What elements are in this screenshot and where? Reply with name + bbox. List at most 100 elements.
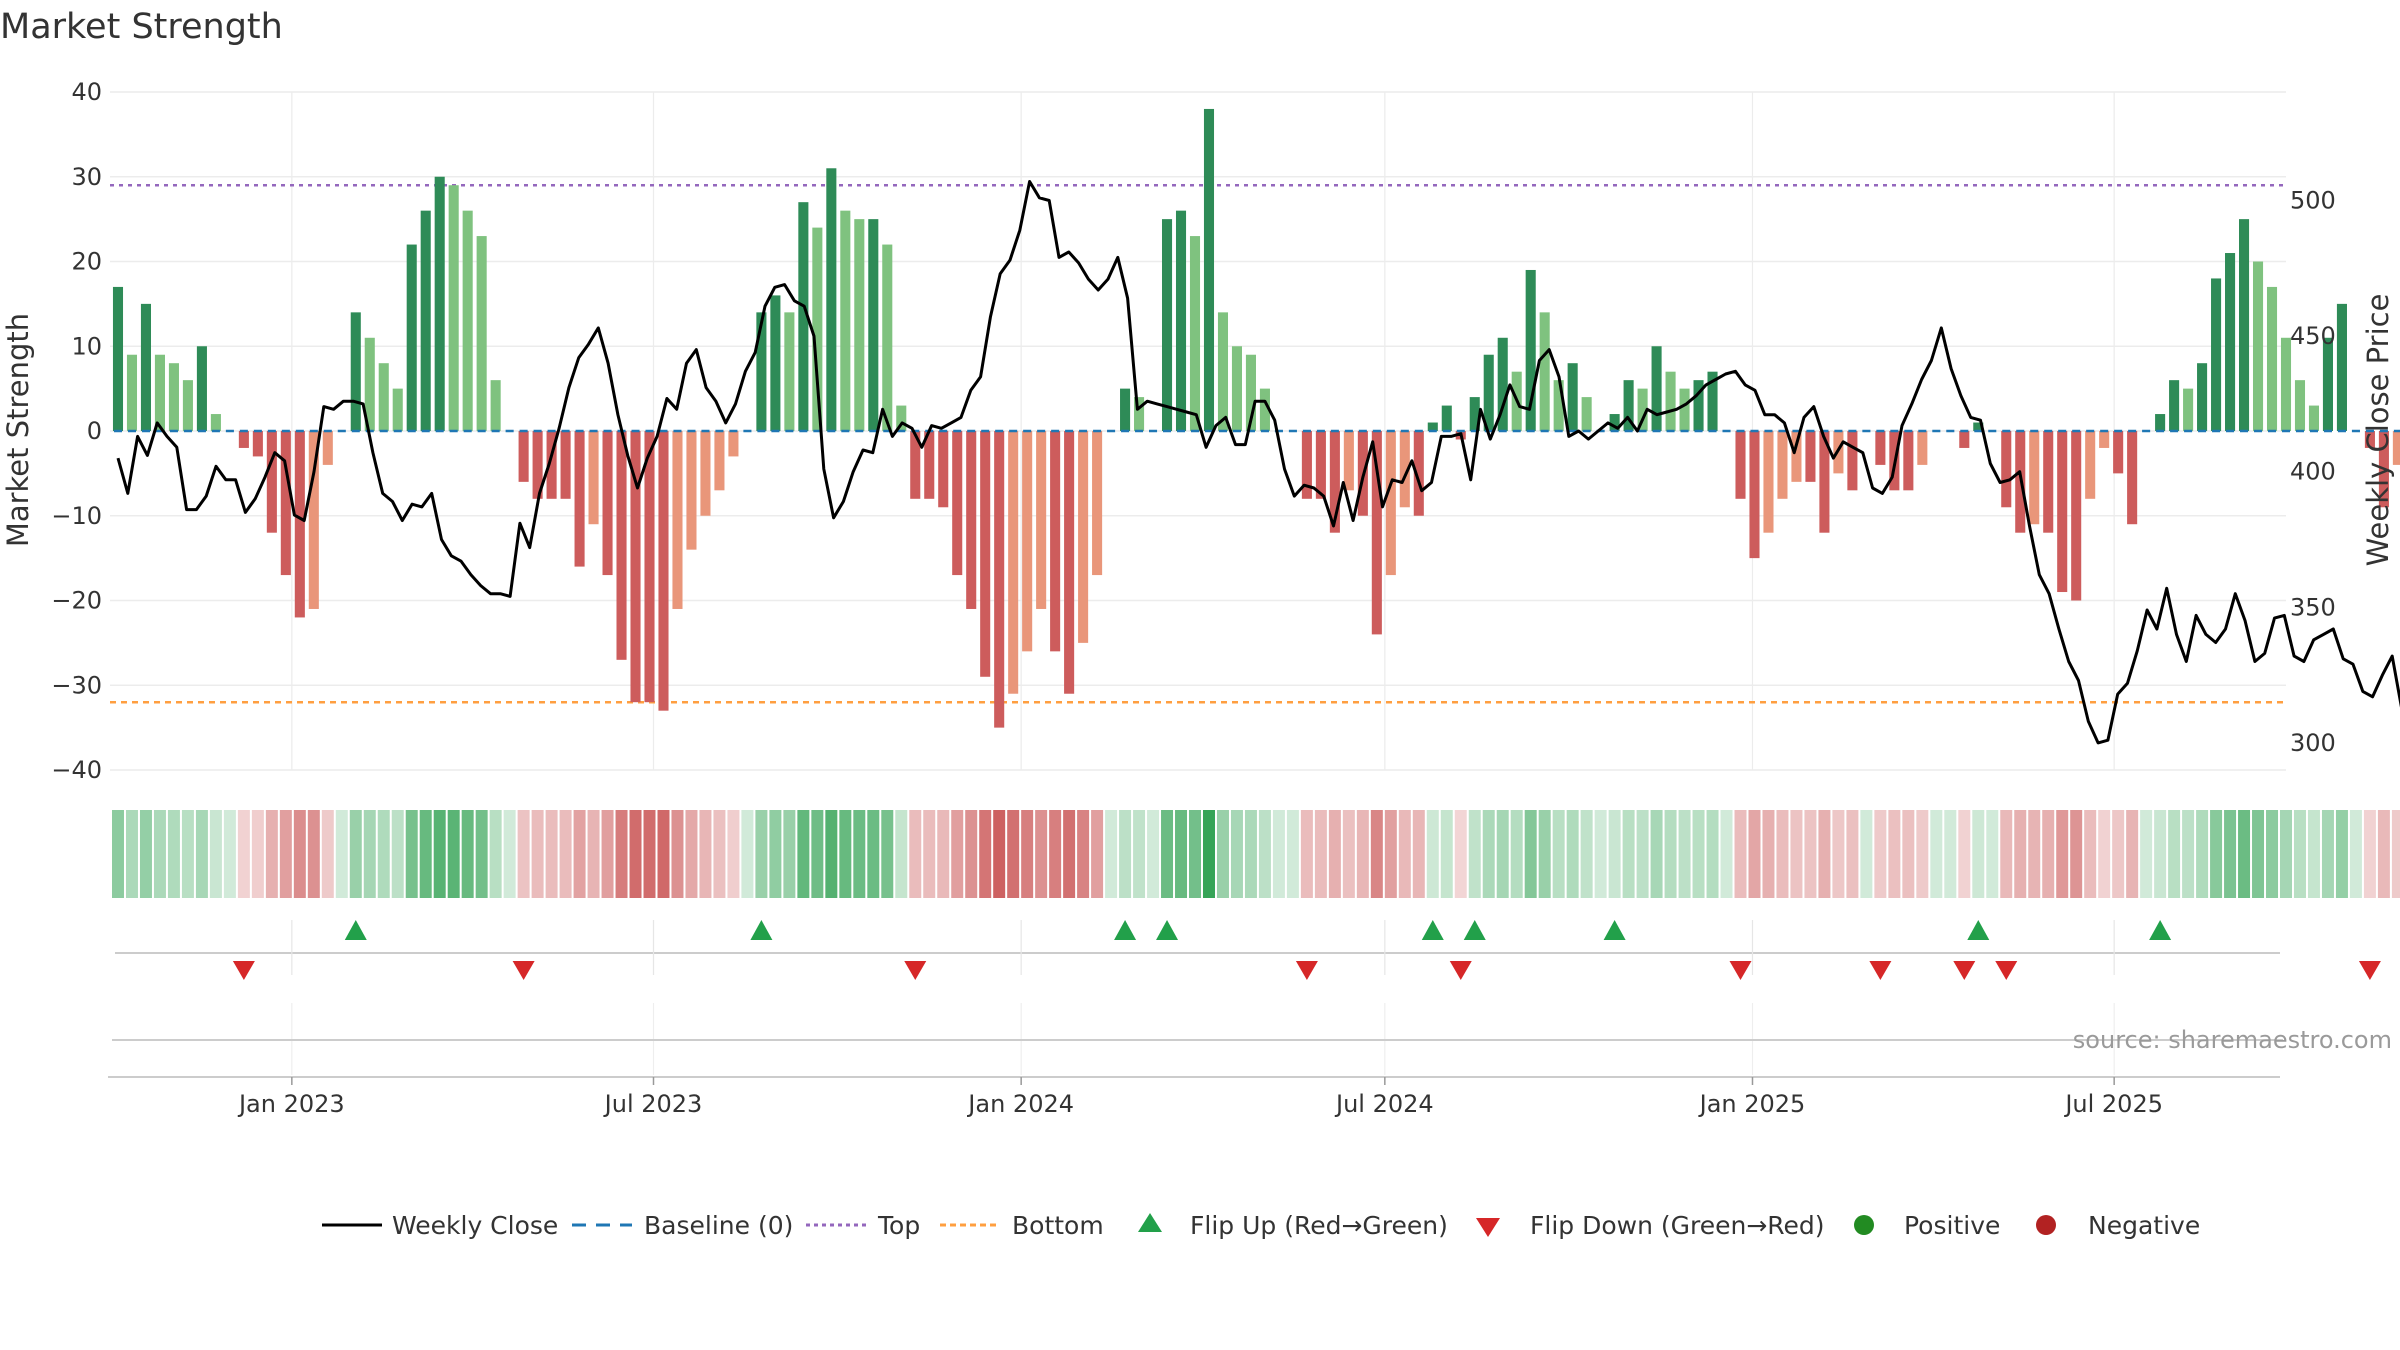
right-tick-label: 500 xyxy=(2290,186,2336,214)
flip-down-marker xyxy=(904,961,927,980)
heat-cell xyxy=(1538,810,1551,898)
legend-item-baseline: Baseline (0) xyxy=(572,1211,793,1240)
left-tick-label: −10 xyxy=(51,502,102,530)
legend-label: Baseline (0) xyxy=(644,1211,793,1240)
flip-down-marker xyxy=(1869,961,1892,980)
heat-cell xyxy=(405,810,418,898)
legend-swatch-positive xyxy=(1854,1215,1874,1235)
left-tick-label: 20 xyxy=(71,248,102,276)
strength-bar xyxy=(1567,363,1578,431)
strength-bar xyxy=(378,363,389,431)
heat-cell xyxy=(461,810,474,898)
strength-bar xyxy=(266,431,277,533)
strength-bar xyxy=(252,431,263,457)
heat-cell xyxy=(531,810,544,898)
strength-bar xyxy=(2211,278,2222,431)
strength-bar xyxy=(658,431,669,711)
strength-bar xyxy=(812,227,823,431)
heat-cell xyxy=(1384,810,1397,898)
legend-item-positive: Positive xyxy=(1854,1211,2000,1240)
legend-label: Positive xyxy=(1904,1211,2000,1240)
strength-bar xyxy=(1120,388,1131,431)
heat-cell xyxy=(2307,810,2320,898)
heat-cell xyxy=(2084,810,2097,898)
heat-cell xyxy=(2028,810,2041,898)
heat-cell xyxy=(1804,810,1817,898)
strength-bar xyxy=(1791,431,1802,482)
strength-bar xyxy=(560,431,571,499)
legend-label: Bottom xyxy=(1012,1211,1104,1240)
strength-bar xyxy=(2029,431,2040,525)
strength-bar xyxy=(798,202,809,431)
left-tick-label: −40 xyxy=(51,756,102,784)
heat-cell xyxy=(1021,810,1034,898)
strength-bar xyxy=(2155,414,2166,431)
left-tick-label: 0 xyxy=(87,417,102,445)
heat-cell xyxy=(1105,810,1118,898)
heat-cell xyxy=(1272,810,1285,898)
flip-down-marker xyxy=(1729,961,1752,980)
strength-bar xyxy=(1581,397,1592,431)
heat-cell xyxy=(671,810,684,898)
strength-bars xyxy=(112,108,2400,728)
heat-cell xyxy=(1636,810,1649,898)
flip-down-marker xyxy=(1995,961,2018,980)
x-tick-label: Jan 2025 xyxy=(1698,1090,1806,1118)
strength-bar xyxy=(1036,431,1047,609)
heat-cell xyxy=(1930,810,1943,898)
strength-bar xyxy=(882,244,893,431)
right-tick-label: 400 xyxy=(2290,458,2336,486)
heat-cell xyxy=(139,810,152,898)
left-tick-label: 40 xyxy=(71,78,102,106)
legend-label: Top xyxy=(877,1211,920,1240)
heat-cell xyxy=(951,810,964,898)
heat-cell xyxy=(2000,810,2013,898)
flip-down-marker xyxy=(1953,961,1976,980)
heat-cell xyxy=(1762,810,1775,898)
heat-cell xyxy=(1398,810,1411,898)
heat-cell xyxy=(797,810,810,898)
strength-bar xyxy=(2043,431,2054,533)
heat-cell xyxy=(2042,810,2055,898)
strength-bar xyxy=(868,219,879,431)
heat-cell xyxy=(629,810,642,898)
heat-cell xyxy=(1860,810,1873,898)
legend-swatch-negative xyxy=(2036,1215,2056,1235)
flip-up-marker xyxy=(2149,920,2172,940)
heat-cell xyxy=(2168,810,2181,898)
heat-cell xyxy=(2280,810,2292,898)
heat-cell xyxy=(1972,810,1985,898)
strength-bar xyxy=(2378,431,2389,508)
heat-cell xyxy=(1063,810,1076,898)
heat-cell xyxy=(1049,810,1062,898)
x-tick-label: Jul 2024 xyxy=(1334,1090,1434,1118)
strength-bar xyxy=(2336,303,2347,431)
legend-swatch-flip-down xyxy=(1476,1218,1500,1237)
heat-cell xyxy=(363,810,376,898)
legend-item-line: Weekly Close xyxy=(322,1211,558,1240)
strength-bar xyxy=(672,431,683,609)
legend-item-flipdown: Flip Down (Green→Red) xyxy=(1476,1211,1825,1240)
strength-bar xyxy=(714,431,725,491)
heat-cell xyxy=(1678,810,1691,898)
heat-cell xyxy=(125,810,138,898)
strength-bar xyxy=(644,431,655,703)
flip-down-marker xyxy=(2358,961,2381,980)
heat-cell xyxy=(1091,810,1104,898)
heat-cell xyxy=(2098,810,2111,898)
heat-cell xyxy=(181,810,194,898)
strength-bar xyxy=(1637,388,1648,431)
heat-cell xyxy=(573,810,586,898)
strength-bar xyxy=(406,244,417,431)
strength-bar xyxy=(1777,431,1788,499)
strength-bar xyxy=(1301,431,1312,499)
heat-cell xyxy=(1720,810,1733,898)
strength-bar xyxy=(182,380,193,431)
heat-cell xyxy=(2154,810,2167,898)
strength-bar xyxy=(420,210,431,431)
strength-bar xyxy=(1539,312,1550,431)
heat-cell xyxy=(1356,810,1369,898)
strength-bar xyxy=(2001,431,2012,508)
flip-up-marker xyxy=(1603,920,1626,940)
strength-bar xyxy=(154,354,165,431)
